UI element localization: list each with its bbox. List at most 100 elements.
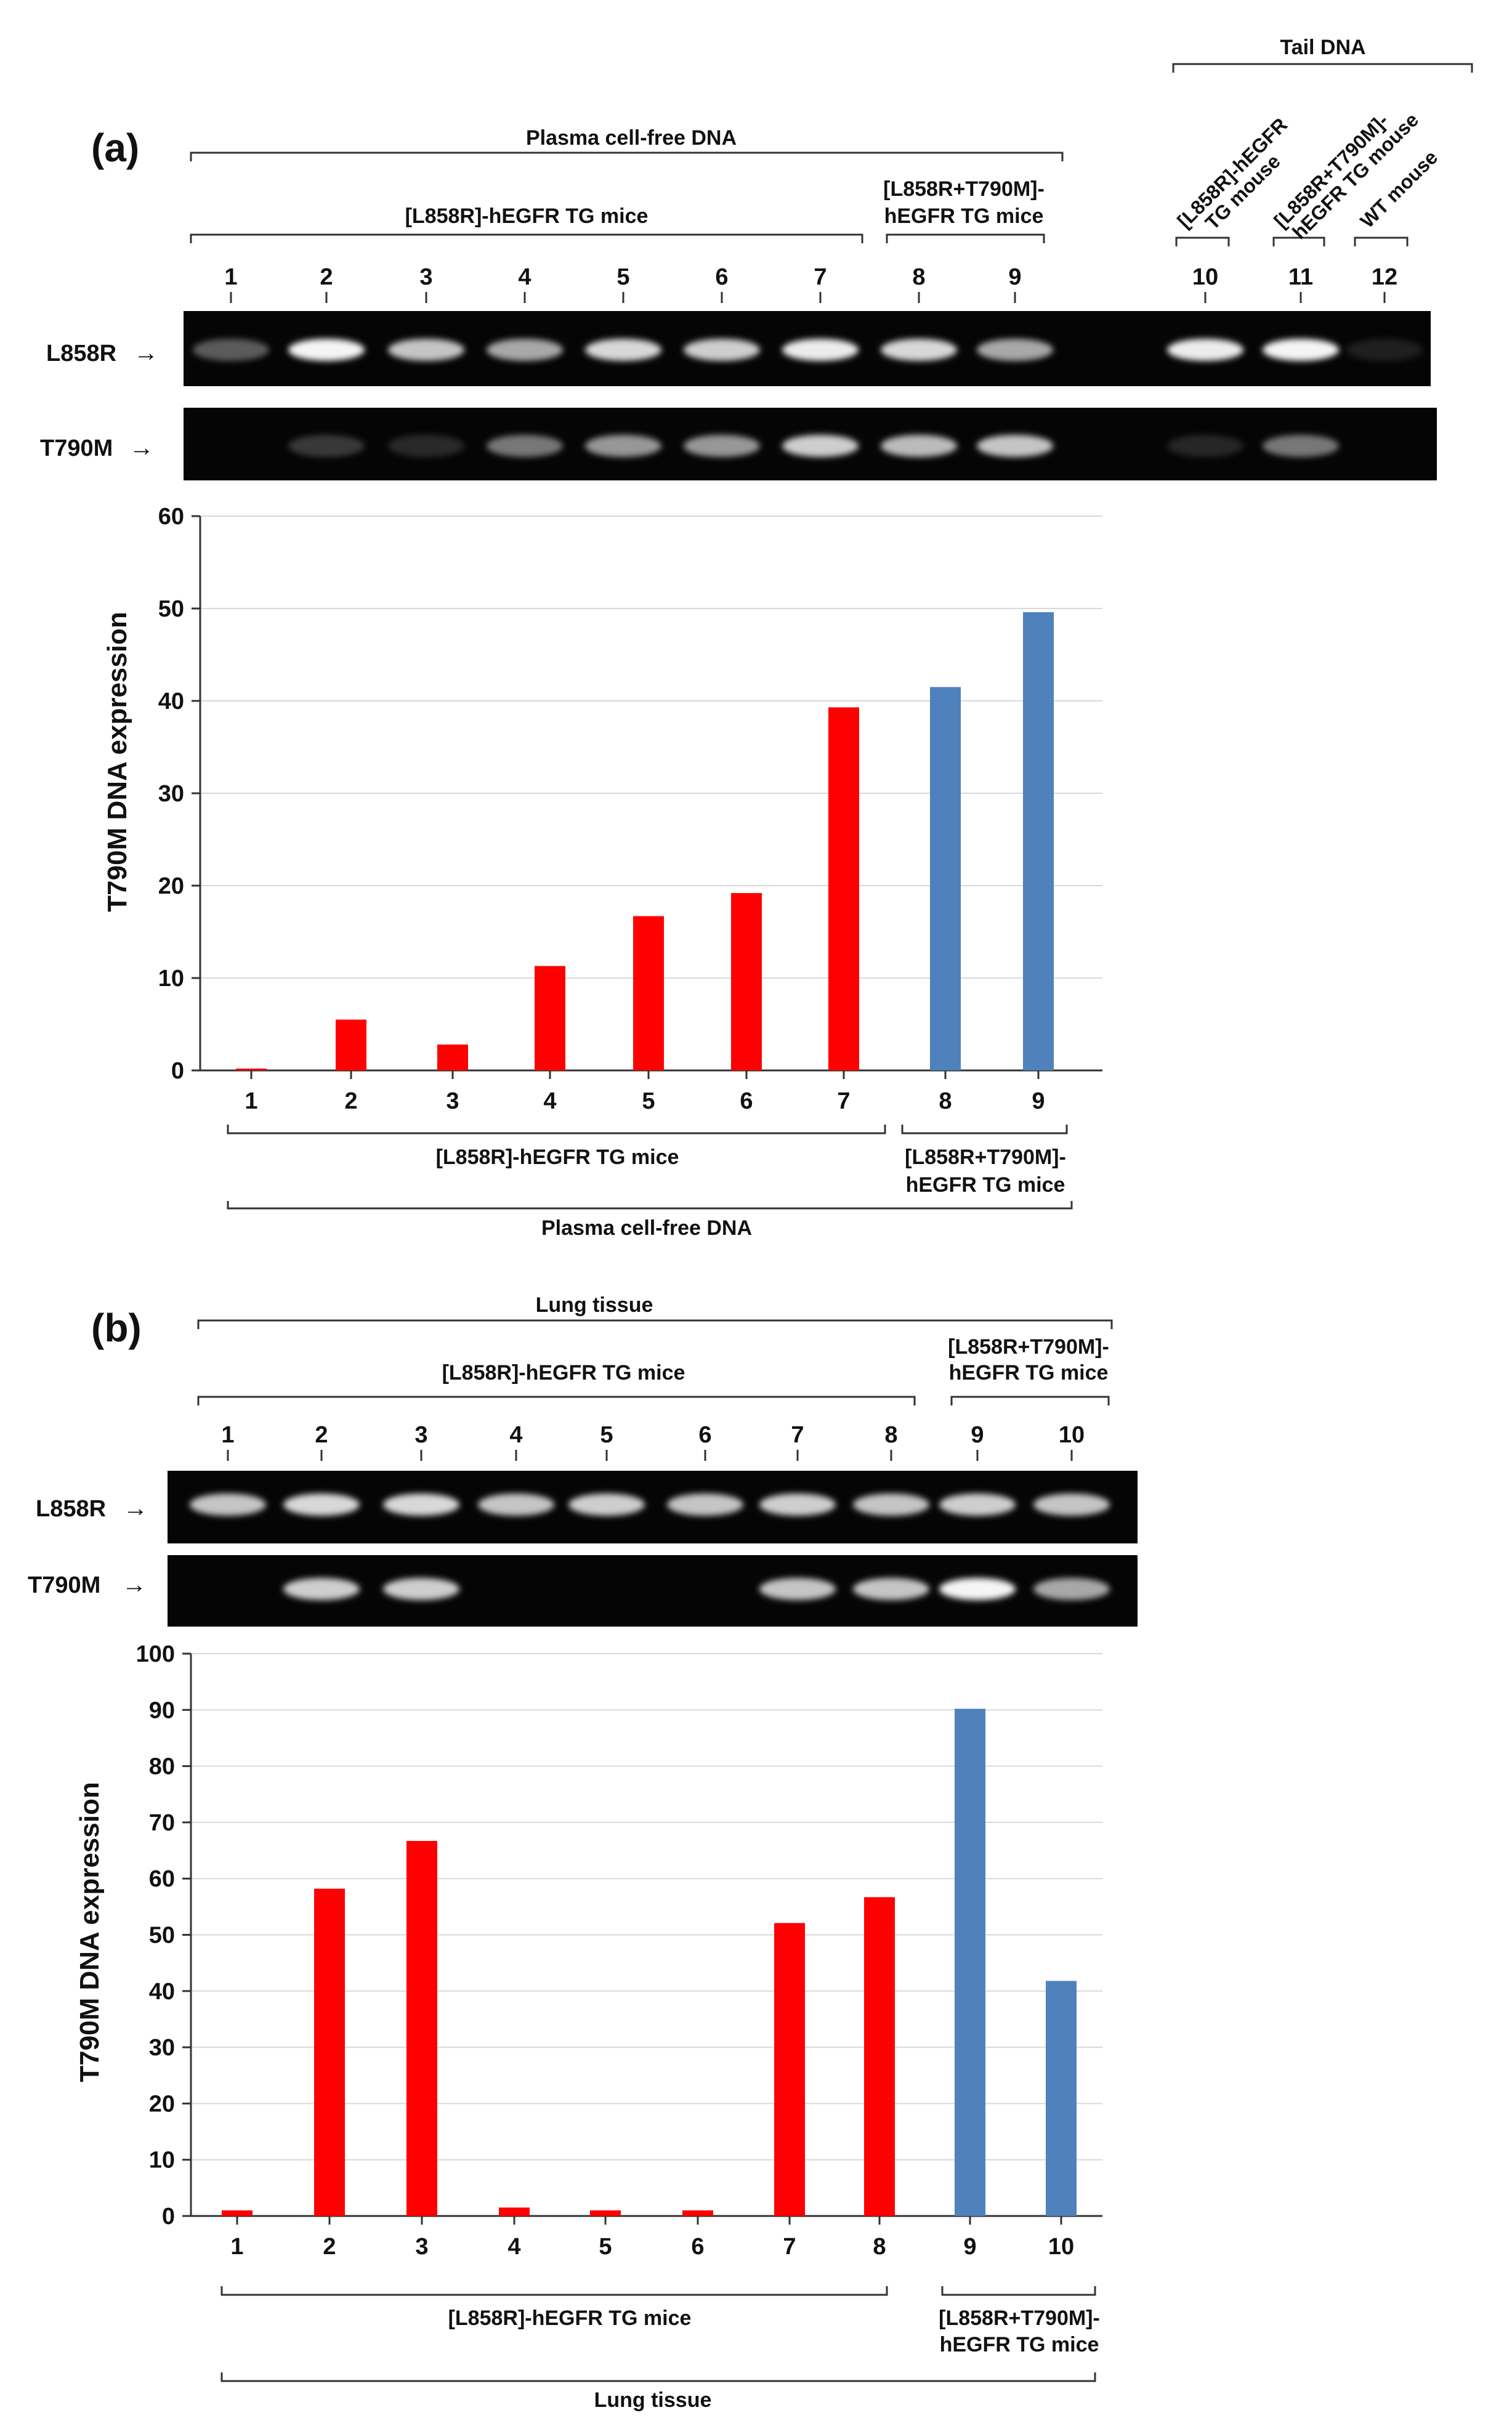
x-tick-label: 10 [1048, 2234, 1074, 2260]
bar [731, 893, 762, 1070]
y-tick-label: 40 [158, 689, 184, 714]
bar [236, 1069, 267, 1070]
bracket-bottom-plasma [227, 1201, 1073, 1210]
lane-number: 10 [1192, 264, 1218, 290]
x-tick-label: 7 [783, 2234, 796, 2260]
lane-number: 7 [814, 264, 827, 290]
gel-band [1167, 339, 1243, 361]
lane-number: 6 [698, 1422, 711, 1448]
gel-band [288, 435, 365, 457]
lane-number: 6 [715, 264, 728, 290]
gel-band [667, 1494, 743, 1516]
arrow-right-icon: → [122, 1571, 147, 1598]
panel-b-label: (b) [91, 1306, 142, 1350]
bar [437, 1045, 468, 1070]
bottom-group-label-l858r: [L858R]-hEGFR TG mice [448, 2307, 692, 2330]
bottom-group-label-dual-line1: [L858R+T790M]- [905, 1146, 1066, 1169]
gel-band [388, 339, 464, 361]
bar [535, 966, 565, 1070]
gel-band [977, 435, 1053, 457]
gel-band [487, 435, 563, 457]
lane-number: 3 [419, 264, 432, 290]
panel-a-label: (a) [91, 126, 139, 170]
chart-b: 0 10 20 30 40 50 60 70 80 90 100 1 2 3 4 5 6 7 8 9 10 [136, 1641, 1102, 2260]
x-tick-label: 9 [963, 2234, 976, 2260]
group-label-dual-mice-line1: [L858R+T790M]- [948, 1335, 1109, 1359]
bar [222, 2210, 253, 2216]
gel-band [585, 435, 661, 457]
gel-band [487, 339, 563, 361]
bar [314, 1888, 345, 2216]
gel-band [288, 339, 365, 361]
tail-label-dual: [L858R+T790M]- hEGFR TG mouse [1269, 108, 1423, 243]
lane-number: 2 [320, 264, 333, 290]
x-tick-label: 9 [1032, 1088, 1045, 1114]
x-tick-label: 4 [543, 1088, 556, 1114]
y-tick-label: 0 [162, 2204, 175, 2230]
x-tick-label: 2 [344, 1088, 357, 1114]
group-label-dual-mice-line1: [L858R+T790M]- [883, 177, 1045, 201]
x-tick-label: 8 [873, 2234, 886, 2260]
gel-band [478, 1494, 554, 1516]
gel-band [1167, 435, 1243, 457]
gel-band [1263, 435, 1339, 457]
x-tick-label: 1 [245, 1088, 257, 1114]
gel-band [193, 339, 269, 361]
lane-number: 8 [912, 264, 925, 290]
y-tick-label: 100 [136, 1641, 175, 1667]
y-tick-label: 90 [149, 1697, 175, 1723]
gel-band [782, 435, 859, 457]
bottom-group-label-lung: Lung tissue [594, 2388, 712, 2412]
gel-band [853, 1578, 929, 1600]
gel-bands-t790m [288, 435, 1339, 457]
lane-number: 5 [617, 264, 629, 290]
x-tick-label: 4 [507, 2234, 520, 2260]
x-tick-label: 5 [642, 1088, 655, 1114]
y-tick-label: 40 [149, 1979, 175, 2005]
gel-band [977, 339, 1053, 361]
lane-number: 1 [221, 1422, 234, 1448]
lane-number: 2 [315, 1422, 328, 1448]
bottom-group-label-l858r: [L858R]-hEGFR TG mice [436, 1146, 679, 1169]
bottom-group-label-dual-line2: hEGFR TG mice [906, 1173, 1065, 1197]
bracket-tail-wt [1354, 237, 1409, 246]
gel-band [1033, 1578, 1110, 1600]
bracket-l858r-mice [190, 233, 863, 243]
bracket-bottom-l858r [220, 2286, 888, 2296]
gel-band [939, 1578, 1016, 1600]
lane-number: 11 [1288, 264, 1313, 290]
lane-numbers: 1 2 3 4 5 6 7 8 9 10 [221, 1422, 1085, 1461]
y-tick-label: 50 [149, 1923, 175, 1949]
y-tick-label: 80 [149, 1754, 175, 1780]
bracket-lung-tissue [197, 1319, 1113, 1329]
lane-number: 9 [971, 1422, 984, 1448]
y-tick-label: 30 [149, 2035, 175, 2061]
bar [590, 2210, 621, 2216]
panel-a: (a) Plasma cell-free DNA [L858R]-hEGFR T… [40, 36, 1473, 1240]
bar [828, 707, 859, 1070]
bottom-group-label-dual-line1: [L858R+T790M]- [939, 2307, 1100, 2330]
gel-band [1346, 339, 1423, 361]
gel-band [388, 435, 464, 457]
chart-a: 0 10 20 30 40 50 60 1 2 3 4 5 6 7 8 9 [158, 504, 1102, 1114]
gel-bands-l858r [193, 339, 1423, 361]
gel-row-label-t790m: T790M [40, 435, 113, 461]
arrow-right-icon: → [123, 1495, 148, 1522]
group-label-dual-mice-line2: hEGFR TG mice [884, 204, 1044, 228]
gel-band [383, 1578, 459, 1600]
gel-band [283, 1578, 360, 1600]
y-tick-label: 60 [158, 504, 184, 530]
lane-number: 7 [791, 1422, 804, 1448]
y-tick-label: 70 [149, 1810, 175, 1836]
y-tick-label: 60 [149, 1866, 175, 1892]
lane-number: 3 [414, 1422, 427, 1448]
bracket-bottom-dual [941, 2286, 1096, 2296]
gel-band [283, 1494, 360, 1516]
bracket-tail-dna [1172, 63, 1473, 73]
bracket-bottom-l858r [227, 1125, 886, 1134]
arrow-right-icon: → [129, 434, 154, 461]
panel-b: (b) Lung tissue [L858R]-hEGFR TG mice [L… [28, 1293, 1138, 2412]
lane-number: 8 [884, 1422, 897, 1448]
x-tick-label: 8 [939, 1088, 952, 1114]
